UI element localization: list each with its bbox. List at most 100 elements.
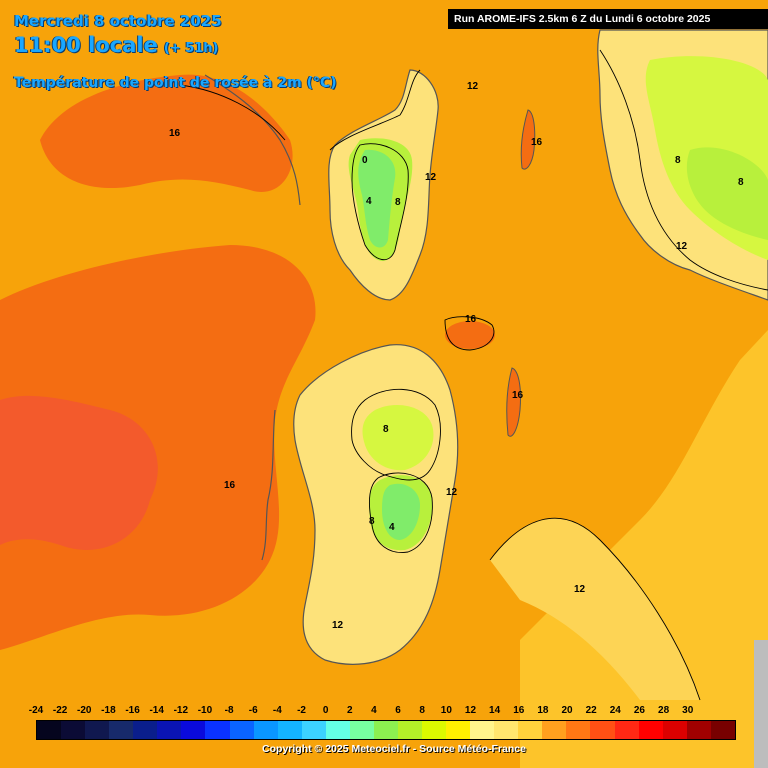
scale-swatch bbox=[662, 721, 687, 739]
contour-label: 8 bbox=[369, 516, 375, 527]
scale-label: 18 bbox=[537, 705, 549, 716]
map-edge-grey bbox=[754, 640, 768, 768]
scale-swatch bbox=[373, 721, 398, 739]
scale-swatch bbox=[229, 721, 254, 739]
coastline-sardinia-west bbox=[261, 409, 276, 561]
scale-swatch bbox=[325, 721, 350, 739]
scale-label: 30 bbox=[682, 705, 694, 716]
scale-labels: -24 -22 -20 -18 -16 -14 -12 -10 -8 -6 -4 -2 0 2 4 6 8 10 1… bbox=[0, 705, 768, 719]
scale-swatch bbox=[686, 721, 711, 739]
contour-label: 4 bbox=[366, 196, 372, 207]
yellow-field-east bbox=[520, 330, 768, 768]
scale-label: 24 bbox=[609, 705, 621, 716]
sardinia-green-core bbox=[382, 483, 420, 540]
scale-label: 20 bbox=[561, 705, 573, 716]
corsica-green-core bbox=[358, 149, 396, 248]
scale-label: 22 bbox=[585, 705, 597, 716]
dark-orange-northwest bbox=[40, 74, 293, 192]
scale-label: 14 bbox=[489, 705, 501, 716]
scale-swatch bbox=[133, 721, 158, 739]
color-scale bbox=[36, 720, 736, 740]
contour-label: 16 bbox=[169, 128, 181, 139]
scale-swatch bbox=[422, 721, 447, 739]
forecast-lead: (+ 51h) bbox=[163, 41, 219, 56]
contour-label: 16 bbox=[465, 314, 477, 325]
yellow-tongue-south bbox=[490, 518, 700, 700]
scale-label: -22 bbox=[52, 705, 68, 716]
scale-swatch bbox=[566, 721, 591, 739]
scale-label: 8 bbox=[419, 705, 425, 716]
contour-label: 8 bbox=[738, 177, 744, 188]
scale-swatch bbox=[710, 721, 735, 739]
contour-label: 12 bbox=[425, 172, 437, 183]
scale-label: -6 bbox=[248, 705, 258, 716]
scale-label: 16 bbox=[513, 705, 525, 716]
scale-label: -10 bbox=[197, 705, 213, 716]
forecast-time-label: 11:00 locale bbox=[14, 33, 158, 57]
scale-swatch bbox=[542, 721, 567, 739]
contour-label: 8 bbox=[675, 155, 681, 166]
italy-green-core bbox=[686, 147, 768, 240]
scale-swatch bbox=[253, 721, 278, 739]
scale-label: -18 bbox=[101, 705, 116, 716]
scale-label: -20 bbox=[77, 705, 92, 716]
scale-label: 0 bbox=[322, 705, 329, 716]
scale-label: 6 bbox=[395, 705, 401, 716]
scale-swatch bbox=[109, 721, 134, 739]
scale-swatch bbox=[494, 721, 519, 739]
scale-label: 2 bbox=[347, 705, 353, 716]
scale-label: -24 bbox=[28, 705, 44, 716]
scale-label: -12 bbox=[173, 705, 189, 716]
tavolara-island bbox=[506, 367, 521, 437]
run-info: Run AROME-IFS 2.5km 6 Z du Lundi 6 octob… bbox=[448, 9, 768, 29]
contour-label: 12 bbox=[574, 584, 586, 595]
contour-label-group: 16 16 16 16 16 12 12 12 12 12 12 8 8 8 8… bbox=[169, 81, 744, 631]
scale-swatch bbox=[277, 721, 302, 739]
scale-label: 28 bbox=[658, 705, 670, 716]
contour-label: 12 bbox=[446, 487, 458, 498]
scale-swatch bbox=[301, 721, 326, 739]
contour-label: 16 bbox=[512, 390, 524, 401]
scale-label: 10 bbox=[440, 705, 452, 716]
coastline-west bbox=[204, 74, 301, 206]
contour-label: 8 bbox=[395, 197, 401, 208]
contour-label: 8 bbox=[383, 424, 389, 435]
scale-label: -14 bbox=[149, 705, 164, 716]
contour-label: 16 bbox=[224, 480, 236, 491]
scale-swatch bbox=[85, 721, 110, 739]
dark-orange-cell bbox=[445, 321, 495, 349]
contour-label: 16 bbox=[531, 137, 543, 148]
scale-swatch bbox=[397, 721, 422, 739]
scale-swatch bbox=[614, 721, 639, 739]
scale-swatch bbox=[590, 721, 615, 739]
scale-swatch bbox=[157, 721, 182, 739]
scale-swatch bbox=[61, 721, 86, 739]
scale-label: 12 bbox=[464, 705, 477, 716]
contour-label: 12 bbox=[676, 241, 688, 252]
scale-label: -4 bbox=[272, 705, 282, 716]
contour-label: 0 bbox=[362, 155, 368, 166]
scale-label: -8 bbox=[224, 705, 234, 716]
variable-title: Température de point de rosée à 2m (°C) bbox=[14, 75, 337, 91]
scale-swatch bbox=[470, 721, 495, 739]
scale-swatch bbox=[518, 721, 543, 739]
scale-swatch bbox=[181, 721, 206, 739]
capraia-island bbox=[520, 109, 536, 170]
red-orange-west bbox=[0, 395, 158, 550]
forecast-date: Mercredi 8 octobre 2025 bbox=[14, 12, 222, 30]
scale-label: -2 bbox=[297, 705, 306, 716]
scale-swatch bbox=[638, 721, 663, 739]
contour-label: 4 bbox=[389, 522, 395, 533]
scale-swatch bbox=[349, 721, 374, 739]
copyright: Copyright © 2025 Meteociel.fr - Source M… bbox=[262, 743, 526, 755]
sardinia-green-north bbox=[362, 405, 434, 471]
contour-lines bbox=[179, 49, 768, 701]
scale-label: 4 bbox=[371, 705, 377, 716]
scale-swatch bbox=[37, 721, 62, 739]
scale-label: 26 bbox=[633, 705, 645, 716]
scale-swatch bbox=[205, 721, 230, 739]
forecast-time: 11:00 locale (+ 51h) bbox=[14, 33, 219, 57]
contour-label: 12 bbox=[332, 620, 344, 631]
scale-swatch bbox=[446, 721, 471, 739]
